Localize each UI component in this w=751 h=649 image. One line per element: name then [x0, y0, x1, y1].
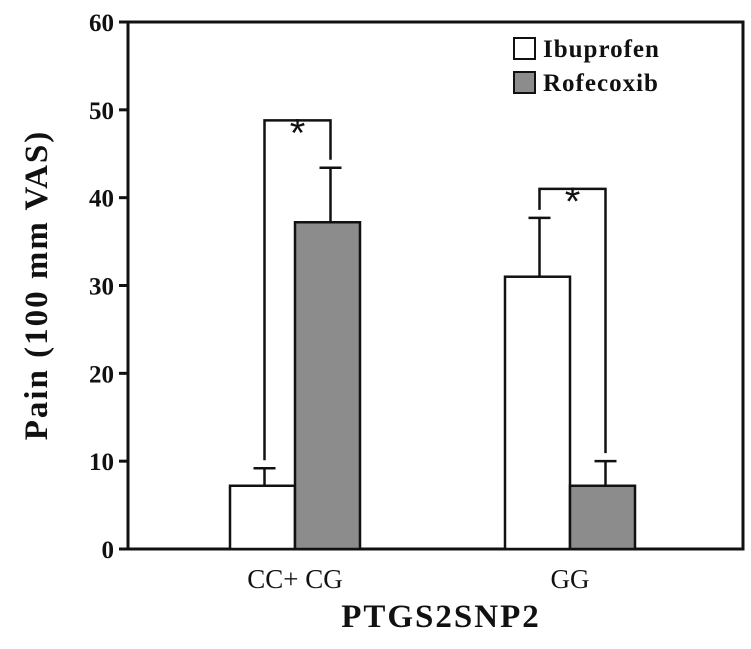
- plot-frame: [126, 20, 745, 551]
- y-tick-label: 30: [89, 274, 114, 301]
- bar-rofecoxib-1: [293, 221, 362, 551]
- y-tick-label: 0: [102, 537, 115, 564]
- y-tick-label: 50: [89, 98, 114, 125]
- bars: [228, 221, 637, 551]
- plot-border: [126, 20, 745, 551]
- legend-label-rofecoxib: Rofecoxib: [543, 70, 659, 97]
- x-category-label: CC+ CG: [247, 564, 343, 594]
- x-axis-title: PTGS2SNP2: [341, 599, 541, 635]
- significance-bracket: [263, 119, 332, 461]
- y-tick-label: 10: [89, 449, 114, 476]
- bar-ibuprofen-2: [503, 275, 572, 551]
- legend-swatch-rofecoxib: [513, 71, 536, 94]
- x-axis-labels: CC+ CG GG: [247, 564, 589, 594]
- legend: Ibuprofen Rofecoxib: [513, 36, 660, 97]
- significance-bracket: [538, 187, 607, 454]
- legend-swatch-ibuprofen: [513, 37, 536, 60]
- x-category-label: GG: [551, 564, 590, 594]
- bar-ibuprofen-1: [228, 484, 297, 551]
- y-tick-label: 60: [89, 10, 114, 37]
- error-bars: [253, 166, 617, 486]
- y-tick-label: 40: [89, 186, 114, 213]
- significance-star: *: [565, 180, 581, 224]
- legend-label-ibuprofen: Ibuprofen: [543, 36, 660, 63]
- bar-rofecoxib-2: [568, 484, 637, 551]
- y-axis-ticks: 0 10 20 30 40 50 60: [89, 10, 128, 564]
- significance-star: *: [290, 111, 306, 155]
- y-tick-label: 20: [89, 361, 114, 388]
- significance-brackets: **: [263, 111, 607, 461]
- y-axis-title: Pain (100 mm VAS): [19, 130, 55, 441]
